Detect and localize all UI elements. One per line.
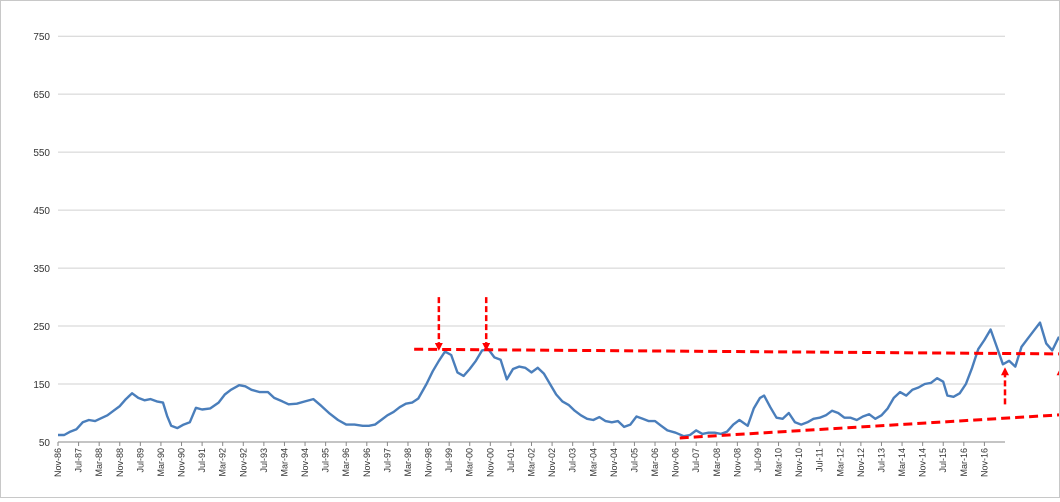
x-tick-label: Nov-90: [177, 448, 187, 477]
y-tick-label: 50: [39, 438, 51, 449]
x-tick-label: Mar-96: [341, 448, 351, 477]
y-tick-label: 450: [33, 206, 50, 217]
x-tick-label: Mar-06: [650, 448, 660, 477]
x-tick-label: Jul-15: [938, 448, 948, 473]
x-tick-label: Mar-10: [774, 448, 784, 477]
x-axis-tick-labels: Nov-86 Jul-87 Mar-88 Nov-88 Jul-89 Mar-90 Nov-…: [53, 448, 989, 477]
x-tick-label: Mar-02: [527, 448, 537, 477]
x-tick-label: Nov-08: [732, 448, 742, 477]
x-tick-label: Mar-16: [959, 448, 969, 477]
x-tick-label: Jul-91: [197, 448, 207, 473]
x-tick-label: Jul-09: [753, 448, 763, 473]
x-tick-label: Jul-05: [629, 448, 639, 473]
x-tick-label: Jul-89: [135, 448, 145, 473]
y-axis-tick-labels: 50 150 250 350 450 550 650 750: [33, 32, 50, 449]
trend-line: [679, 413, 1060, 440]
x-tick-label: Nov-88: [115, 448, 125, 477]
x-tick-label: Mar-88: [94, 448, 104, 477]
x-tick-label: Nov-00: [485, 448, 495, 477]
gridlines: [58, 35, 1005, 385]
x-tick-label: Mar-14: [897, 448, 907, 477]
y-tick-label: 350: [33, 264, 50, 275]
x-tick-label: Jul-07: [691, 448, 701, 473]
x-tick-label: Nov-12: [856, 448, 866, 477]
x-tick-label: Nov-02: [547, 448, 557, 477]
series: [58, 321, 1060, 438]
x-tick-label: Nov-92: [238, 448, 248, 477]
y-tick-label: 750: [33, 32, 50, 43]
y-tick-label: 550: [33, 148, 50, 159]
x-tick-label: Nov-96: [362, 448, 372, 477]
x-tick-label: Jul-13: [876, 448, 886, 473]
x-tick-label: Mar-98: [403, 448, 413, 477]
x-tick-label: Nov-16: [979, 448, 989, 477]
x-tick-label: Jul-01: [506, 448, 516, 473]
x-tick-label: Nov-10: [794, 448, 804, 477]
x-tick-label: Nov-94: [300, 448, 310, 477]
x-tick-label: Nov-04: [609, 448, 619, 477]
x-tick-label: Mar-00: [465, 448, 475, 477]
axes: [57, 441, 1005, 446]
x-tick-label: Mar-92: [218, 448, 228, 477]
x-tick-label: Jul-99: [444, 448, 454, 473]
y-tick-label: 150: [33, 380, 50, 391]
series-line-0: [58, 321, 1060, 438]
x-tick-label: Mar-90: [156, 448, 166, 477]
x-tick-label: Jul-95: [321, 448, 331, 473]
x-tick-label: Mar-94: [279, 448, 289, 477]
x-tick-label: Jul-97: [382, 448, 392, 473]
x-tick-label: Mar-12: [835, 448, 845, 477]
x-tick-label: Nov-06: [671, 448, 681, 477]
trend-line: [414, 347, 1060, 356]
x-tick-label: Jul-87: [74, 448, 84, 473]
x-tick-label: Nov-14: [918, 448, 928, 477]
x-tick-label: Jul-03: [568, 448, 578, 473]
x-tick-label: Mar-08: [712, 448, 722, 477]
x-tick-label: Nov-86: [53, 448, 63, 477]
x-tick-label: Jul-11: [815, 448, 825, 472]
x-tick-label: Mar-04: [588, 448, 598, 477]
x-tick-label: Jul-93: [259, 448, 269, 473]
y-tick-label: 250: [33, 322, 50, 333]
annotations: ABC: [414, 297, 1060, 440]
x-tick-label: Nov-98: [424, 448, 434, 477]
y-tick-label: 650: [33, 90, 50, 101]
